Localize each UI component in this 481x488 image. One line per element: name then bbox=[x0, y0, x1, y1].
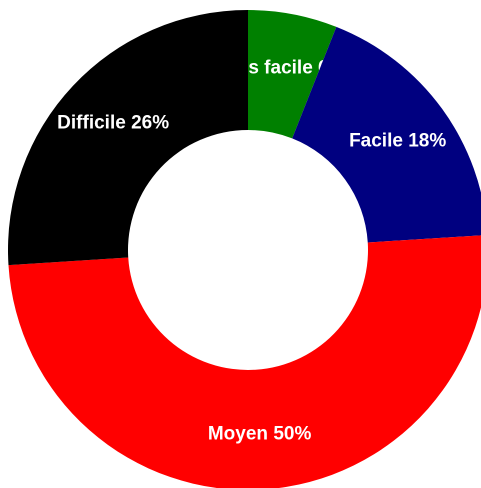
slice-label: Facile 18% bbox=[349, 130, 446, 151]
slice-category: Moyen bbox=[208, 424, 268, 445]
slice-category: Difficile bbox=[57, 112, 126, 133]
slice-category: Facile bbox=[349, 130, 403, 151]
donut-slice bbox=[7, 9, 248, 266]
donut-slice bbox=[8, 235, 481, 488]
slice-label: Difficile 26% bbox=[57, 112, 169, 133]
slice-value: 26% bbox=[131, 112, 169, 133]
slice-value: 18% bbox=[408, 130, 446, 151]
slice-value: 50% bbox=[273, 424, 311, 445]
donut-slice bbox=[248, 10, 337, 139]
slice-label: Moyen 50% bbox=[208, 424, 312, 445]
donut-slice bbox=[292, 26, 481, 243]
